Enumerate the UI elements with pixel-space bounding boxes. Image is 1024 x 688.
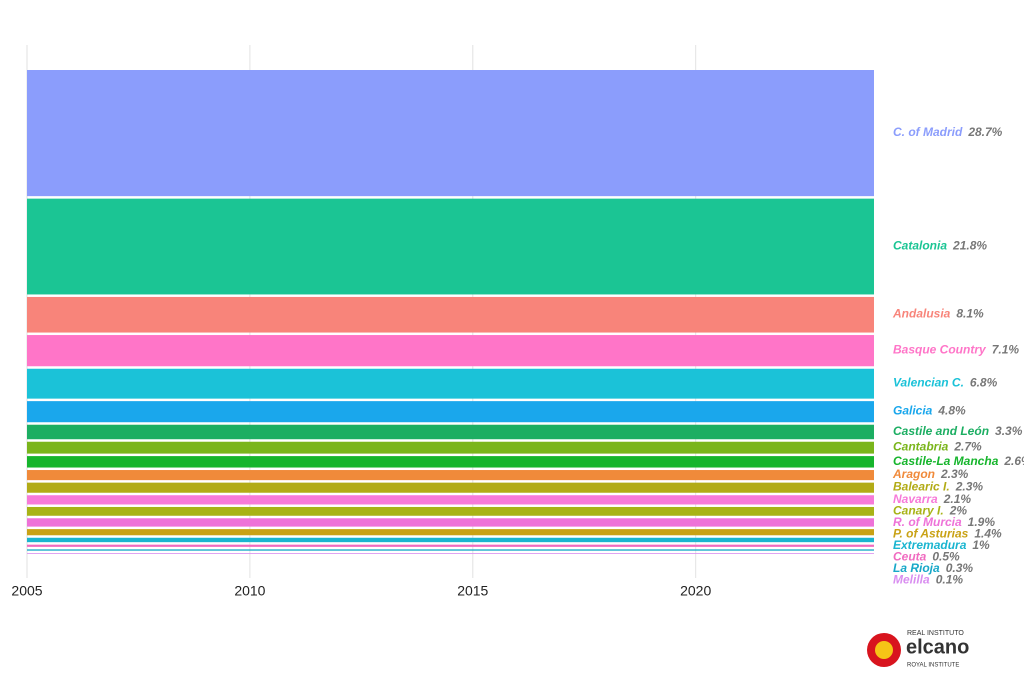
band xyxy=(27,518,874,527)
series-label: Basque Country 7.1% xyxy=(893,343,1019,357)
logo-mark xyxy=(875,641,893,659)
band xyxy=(27,368,874,399)
legend-name: Extremadura xyxy=(893,538,967,552)
series-label: R. of Murcia 1.9% xyxy=(893,515,995,529)
legend-name: Valencian C. xyxy=(893,376,964,390)
band xyxy=(27,482,874,493)
value-label: 2.7% xyxy=(953,440,982,454)
legend-name: Melilla xyxy=(893,573,930,587)
legend-name: Galicia xyxy=(893,404,933,418)
value-label: 2.6% xyxy=(1003,454,1024,468)
band xyxy=(27,553,874,554)
legend-name: C. of Madrid xyxy=(893,125,963,139)
series-label: Extremadura 1% xyxy=(893,538,990,552)
band xyxy=(27,495,874,505)
series-label: C. of Madrid 28.7% xyxy=(893,125,1003,139)
legend-name: La Rioja xyxy=(893,561,940,575)
legend-name: Balearic I. xyxy=(893,480,950,494)
value-label: 0.5% xyxy=(932,550,960,564)
value-label: 21.8% xyxy=(952,239,987,253)
x-tick-label: 2005 xyxy=(11,583,42,599)
logo-text: REAL INSTITUTO xyxy=(907,630,964,637)
value-label: 1.9% xyxy=(968,515,996,529)
value-label: 3.3% xyxy=(995,424,1023,438)
value-label: 2.1% xyxy=(943,492,972,506)
band xyxy=(27,529,874,536)
series-label: Catalonia 21.8% xyxy=(893,239,987,253)
legend-name: P. of Asturias xyxy=(893,527,969,541)
x-tick-label: 2015 xyxy=(457,583,488,599)
value-label: 2.3% xyxy=(955,480,984,494)
series-label: Castile-La Mancha 2.6% xyxy=(893,454,1024,468)
series-label: Valencian C. 6.8% xyxy=(893,376,998,390)
legend-name: Basque Country xyxy=(893,343,987,357)
series-label: Andalusia 8.1% xyxy=(892,307,984,321)
logo: REAL INSTITUTO elcano ROYAL INSTITUTE xyxy=(867,630,969,669)
x-tick-label: 2020 xyxy=(680,583,711,599)
legend-name: Castile and León xyxy=(893,424,989,438)
band xyxy=(27,70,874,197)
band xyxy=(27,296,874,333)
band xyxy=(27,549,874,551)
logo-text: ROYAL INSTITUTE xyxy=(907,663,959,669)
legend-name: Andalusia xyxy=(892,307,951,321)
value-label: 1% xyxy=(972,538,990,552)
value-label: 2% xyxy=(949,504,968,518)
band xyxy=(27,544,874,547)
value-label: 8.1% xyxy=(956,307,984,321)
legend-name: Aragon xyxy=(892,467,935,481)
x-tick-label: 2010 xyxy=(234,583,265,599)
value-label: 0.3% xyxy=(946,561,974,575)
series-label: Canary I. 2% xyxy=(893,504,967,518)
series-label: Aragon 2.3% xyxy=(892,467,969,481)
band xyxy=(27,506,874,516)
series-label: La Rioja 0.3% xyxy=(893,561,973,575)
value-label: 28.7% xyxy=(967,125,1002,139)
legend-name: Cantabria xyxy=(893,440,949,454)
band xyxy=(27,424,874,440)
series-label: Melilla 0.1% xyxy=(893,573,963,587)
band xyxy=(27,470,874,481)
legend-name: Catalonia xyxy=(893,239,947,253)
legend-name: Ceuta xyxy=(893,550,927,564)
legend-name: Castile-La Mancha xyxy=(893,454,999,468)
band xyxy=(27,335,874,367)
series-label: Galicia 4.8% xyxy=(893,404,966,418)
legend-name: R. of Murcia xyxy=(893,515,962,529)
legend-name: Navarra xyxy=(893,492,938,506)
value-label: 4.8% xyxy=(937,404,966,418)
value-label: 0.1% xyxy=(936,573,964,587)
series-label: Navarra 2.1% xyxy=(893,492,971,506)
value-label: 6.8% xyxy=(970,376,998,390)
value-label: 7.1% xyxy=(992,343,1020,357)
value-label: 2.3% xyxy=(940,467,969,481)
band xyxy=(27,537,874,543)
series-label: P. of Asturias 1.4% xyxy=(893,527,1002,541)
logo-text: elcano xyxy=(906,636,969,658)
band xyxy=(27,456,874,468)
band xyxy=(27,441,874,454)
value-label: 1.4% xyxy=(974,527,1002,541)
band xyxy=(27,198,874,295)
series-label: Balearic I. 2.3% xyxy=(893,480,983,494)
series-label: Cantabria 2.7% xyxy=(893,440,982,454)
band xyxy=(27,401,874,423)
series-label: Castile and León 3.3% xyxy=(893,424,1023,438)
legend-name: Canary I. xyxy=(893,504,944,518)
series-label: Ceuta 0.5% xyxy=(893,550,960,564)
